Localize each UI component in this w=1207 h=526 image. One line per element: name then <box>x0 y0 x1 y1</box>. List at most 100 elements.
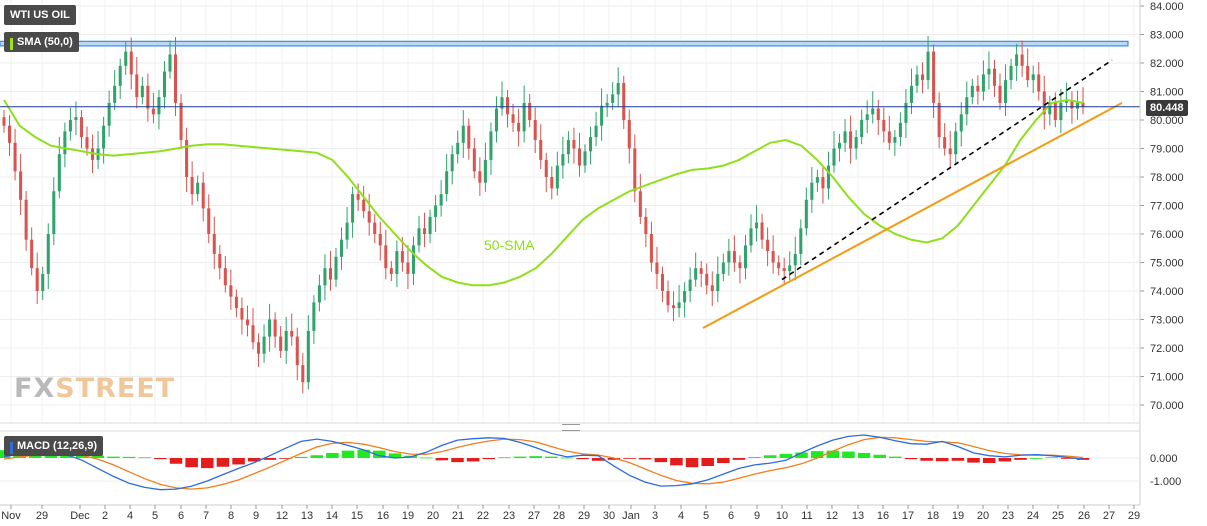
candle-body <box>273 319 277 337</box>
candle-body <box>1015 54 1019 66</box>
x-tick-label: 27 <box>528 510 540 522</box>
candle-body <box>223 268 227 286</box>
x-tick-label: 29 <box>36 510 48 522</box>
sma-legend[interactable]: SMA (50,0) <box>4 32 79 52</box>
candle-body <box>699 268 703 274</box>
candle-body <box>445 171 449 195</box>
candle-body <box>954 131 958 155</box>
macd-histogram-bar <box>185 458 198 468</box>
macd-histogram-bar <box>904 458 918 460</box>
macd-histogram-bar <box>466 458 480 462</box>
x-tick-label: 17 <box>902 510 914 522</box>
candle-body <box>328 268 332 280</box>
candle-body <box>312 302 316 331</box>
candle-body <box>456 142 460 155</box>
macd-histogram-bar <box>373 450 386 458</box>
candle-body <box>766 239 770 252</box>
candle-body <box>500 97 504 109</box>
macd-histogram-bar <box>498 457 511 459</box>
candle-body <box>893 137 897 143</box>
x-tick-label: 13 <box>852 510 864 522</box>
candle-body <box>279 336 283 351</box>
x-tick-label: 2 <box>102 510 108 522</box>
y-tick-label: 80.000 <box>1150 115 1184 127</box>
x-tick-label: 27 <box>1103 510 1115 522</box>
macd-histogram-bar <box>91 455 105 458</box>
candle-body <box>1070 100 1074 109</box>
panel-resize-handle[interactable] <box>562 424 580 431</box>
macd-histogram-bar <box>154 458 167 460</box>
candle-body <box>124 51 128 66</box>
x-tick-label: 12 <box>826 510 838 522</box>
candle-body <box>550 177 554 189</box>
candle-body <box>705 273 709 286</box>
macd-histogram-bar <box>138 457 151 459</box>
candle-body <box>245 319 249 326</box>
candle-body <box>1075 102 1079 109</box>
candle-body <box>876 108 880 120</box>
macd-histogram-bar <box>607 458 621 460</box>
x-tick-label: 14 <box>326 510 338 522</box>
candle-body <box>959 114 963 132</box>
x-tick-label: 7 <box>203 510 209 522</box>
candle-body <box>240 308 244 320</box>
candlestick-series <box>2 35 1085 394</box>
candle-body <box>577 148 581 166</box>
candle-body <box>1059 102 1063 120</box>
candle-body <box>738 262 742 269</box>
candle-body <box>362 199 366 212</box>
candle-body <box>41 273 45 291</box>
candle-body <box>506 97 510 115</box>
trendlines <box>702 59 1123 329</box>
macd-color-swatch <box>10 442 13 454</box>
macd-tick-label: -1.000 <box>1150 476 1181 488</box>
macd-histogram-bar <box>107 456 120 458</box>
candle-body <box>605 102 609 106</box>
macd-histogram-bar <box>419 457 433 459</box>
candle-body <box>378 234 382 246</box>
candle-body <box>483 159 487 183</box>
candle-body <box>539 139 543 160</box>
candle-body <box>367 211 371 223</box>
price-grid <box>0 0 1140 423</box>
macd-histogram-bar <box>357 449 370 458</box>
candle-body <box>926 51 930 81</box>
candle-body <box>118 65 122 86</box>
candle-body <box>544 159 548 177</box>
candle-body <box>932 51 936 103</box>
candle-body <box>771 251 775 263</box>
macd-legend[interactable]: MACD (12,26,9) <box>4 436 104 456</box>
candle-body <box>212 234 216 254</box>
macd-histogram-bar <box>482 458 496 460</box>
macd-histogram-bar <box>263 458 277 460</box>
candle-body <box>306 330 310 383</box>
macd-legend-label: MACD (12,26,9) <box>17 440 98 452</box>
y-tick-label: 81.000 <box>1150 87 1184 99</box>
x-tick-label: 10 <box>776 510 788 522</box>
candle-body <box>107 102 111 126</box>
candle-body <box>716 273 720 291</box>
x-tick-label: 9 <box>754 510 760 522</box>
resistance-band <box>0 40 1129 47</box>
macd-histogram-bar <box>623 458 636 459</box>
y-tick-label: 77.000 <box>1150 201 1184 213</box>
watermark-street: STREET <box>55 373 176 404</box>
candle-body <box>201 182 205 209</box>
x-tick-label: 21 <box>452 510 464 522</box>
macd-histogram-bar <box>169 458 183 464</box>
candle-body <box>52 191 56 234</box>
candle-body <box>290 330 294 337</box>
candle-body <box>566 139 570 155</box>
x-tick-label: 22 <box>477 510 489 522</box>
macd-histogram-bar <box>232 458 245 465</box>
candle-body <box>19 171 23 200</box>
macd-lines <box>3 434 1084 491</box>
x-tick-label: 5 <box>703 510 709 522</box>
macd-histogram-bar <box>122 456 136 458</box>
price-axis: 84.000 83.000 82.000 81.000 80.000 79.000 78.0… <box>1140 1 1184 412</box>
candle-body <box>865 114 869 120</box>
x-tick-label: 25 <box>1052 510 1064 522</box>
candle-body <box>68 120 72 132</box>
candle-body <box>30 239 34 269</box>
